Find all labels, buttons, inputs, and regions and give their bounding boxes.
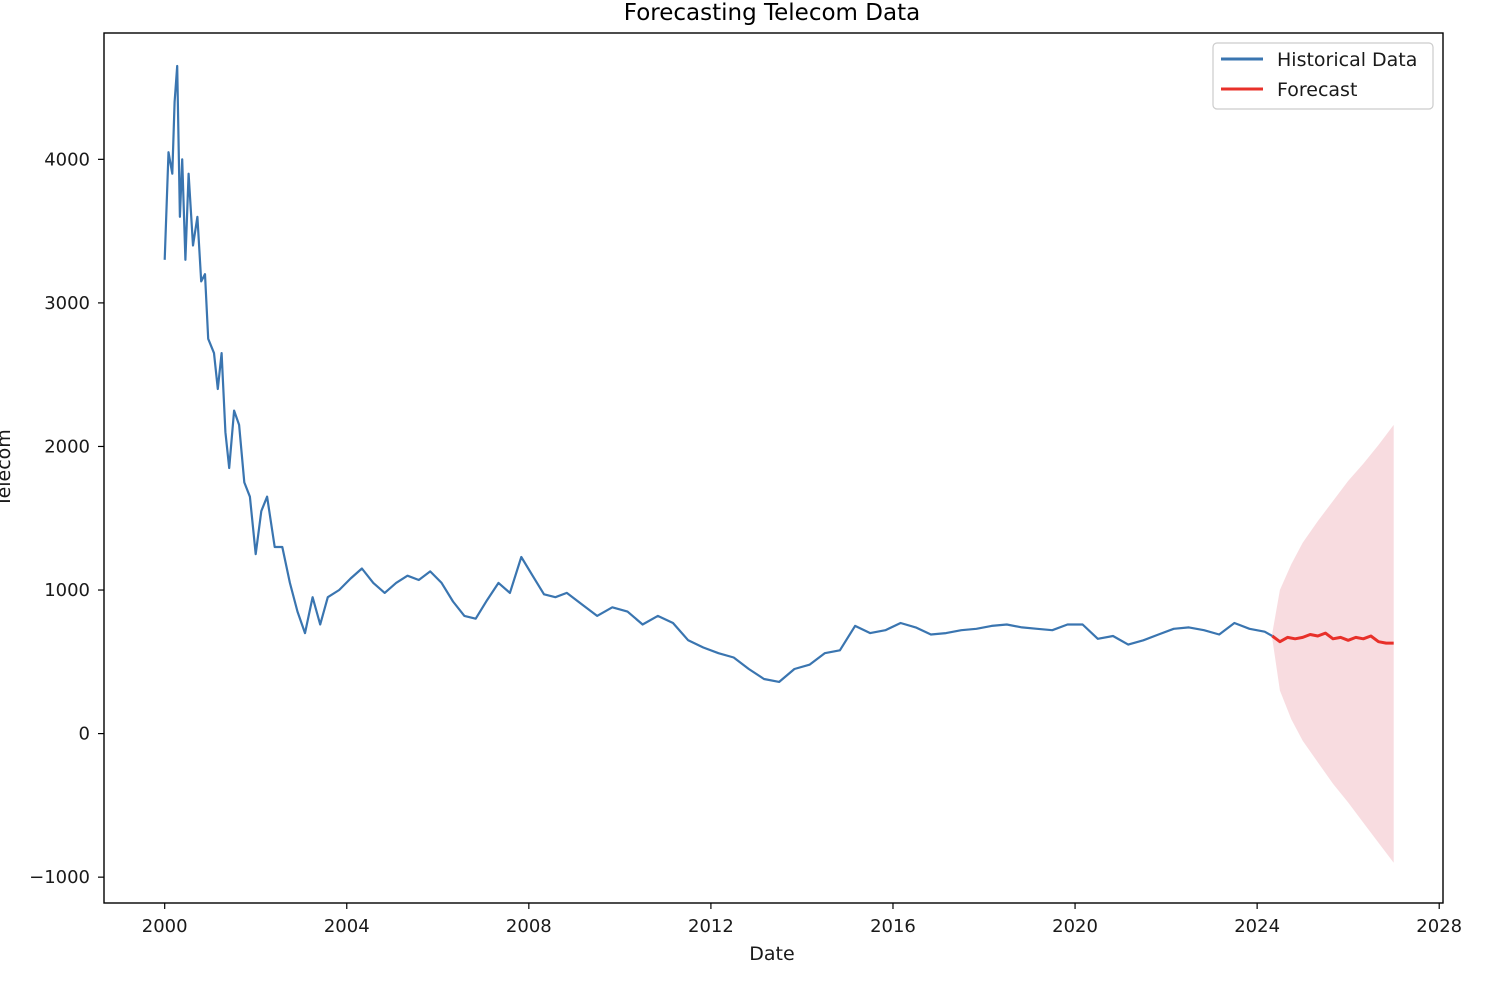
x-tick-label: 2012 [688,916,734,937]
x-tick-label: 2024 [1234,916,1280,937]
x-tick-label: 2028 [1416,916,1462,937]
x-axis-ticks: 2000 2004 2008 2012 2016 2020 2024 2028 [142,903,1462,937]
y-tick-label: 2000 [44,436,90,457]
y-tick-label: 1000 [44,580,90,601]
y-tick-label: 3000 [44,293,90,314]
x-axis-label: Date [749,943,794,965]
y-tick-label: 4000 [44,149,90,170]
series-line-forecast [1271,631,1394,645]
series-line-historical-data [163,64,1273,684]
series-lines-layer [163,64,1394,684]
legend-box [1212,42,1434,110]
y-tick-label: −1000 [29,867,90,888]
x-tick-label: 2004 [324,916,370,937]
legend-label-forecast: Forecast [1277,79,1357,101]
plot-area-frame [103,32,1444,904]
x-tick-label: 2008 [506,916,552,937]
x-tick-label: 2000 [142,916,188,937]
y-tick-label: 0 [79,724,90,745]
legend: Historical Data Forecast [1212,42,1434,110]
y-axis-ticks: −1000 0 1000 2000 3000 4000 [29,149,104,888]
confidence-band-layer [1272,424,1394,863]
chart-title: Forecasting Telecom Data [624,0,920,26]
x-tick-label: 2016 [870,916,916,937]
legend-label-historical: Historical Data [1277,49,1417,71]
y-axis-label: Telecom [0,429,15,508]
forecast-confidence-band [1272,424,1394,863]
x-tick-label: 2020 [1052,916,1098,937]
